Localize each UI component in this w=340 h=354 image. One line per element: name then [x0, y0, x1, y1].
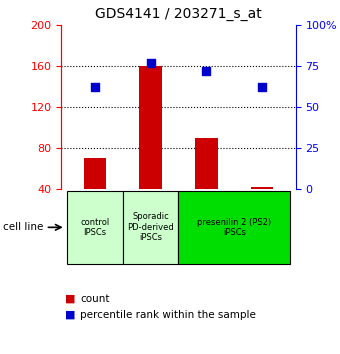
Bar — [251, 187, 273, 189]
Text: ■: ■ — [65, 294, 75, 304]
Point — [204, 68, 209, 74]
FancyBboxPatch shape — [67, 191, 123, 264]
Point — [148, 60, 153, 65]
Text: presenilin 2 (PS2)
iPSCs: presenilin 2 (PS2) iPSCs — [197, 218, 271, 237]
Text: ■: ■ — [65, 310, 75, 320]
Point — [92, 84, 98, 90]
Bar — [195, 138, 218, 189]
Text: control
IPSCs: control IPSCs — [80, 218, 109, 237]
Bar — [139, 66, 162, 189]
Point — [259, 84, 265, 90]
Text: count: count — [80, 294, 109, 304]
Title: GDS4141 / 203271_s_at: GDS4141 / 203271_s_at — [95, 7, 262, 21]
Text: Sporadic
PD-derived
iPSCs: Sporadic PD-derived iPSCs — [127, 212, 174, 242]
FancyBboxPatch shape — [123, 191, 178, 264]
Bar — [84, 158, 106, 189]
Text: percentile rank within the sample: percentile rank within the sample — [80, 310, 256, 320]
Text: cell line: cell line — [3, 222, 43, 232]
FancyBboxPatch shape — [178, 191, 290, 264]
